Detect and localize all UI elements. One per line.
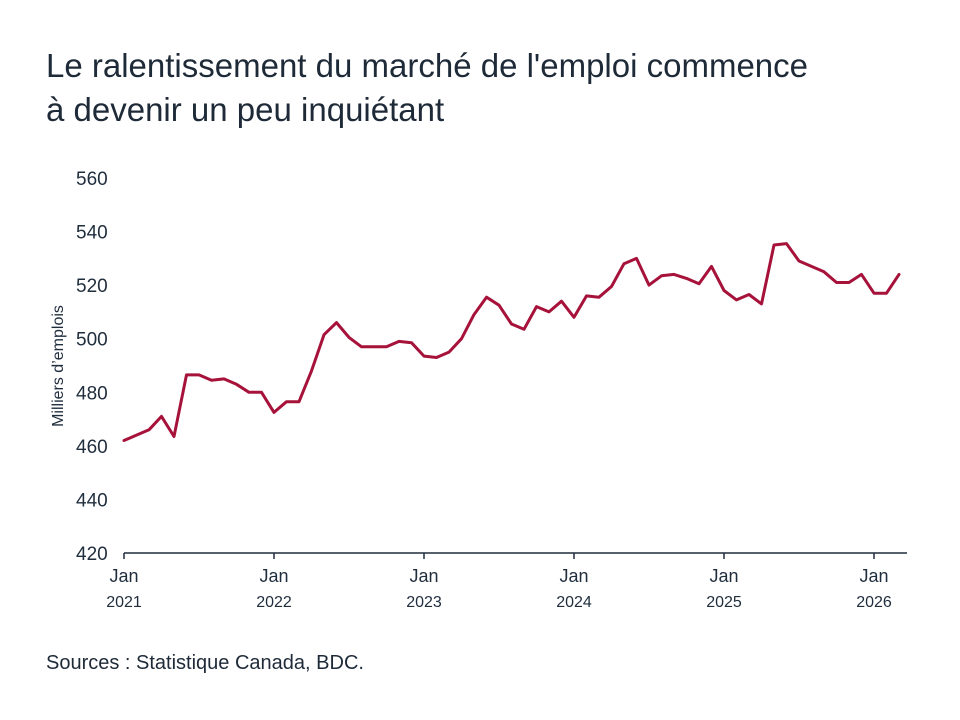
data-point-9 bbox=[235, 382, 239, 386]
data-point-41 bbox=[635, 256, 639, 260]
data-point-59 bbox=[860, 272, 864, 276]
x-tick-year-label-2022: 2022 bbox=[256, 594, 292, 611]
data-point-16 bbox=[322, 333, 326, 337]
data-point-7 bbox=[210, 378, 214, 382]
data-point-60 bbox=[872, 291, 876, 295]
data-point-15 bbox=[310, 369, 314, 373]
x-tick-month-label-2022: Jan bbox=[259, 566, 288, 586]
data-point-6 bbox=[197, 373, 201, 377]
data-point-53 bbox=[785, 242, 789, 246]
x-tick-year-label-2024: 2024 bbox=[556, 594, 592, 611]
x-tick-year-label-2026: 2026 bbox=[856, 594, 892, 611]
x-tick-year-label-2023: 2023 bbox=[406, 594, 442, 611]
data-point-54 bbox=[797, 259, 801, 263]
data-point-56 bbox=[822, 270, 826, 274]
y-tick-label-420: 420 bbox=[76, 544, 108, 565]
source-note: Sources : Statistique Canada, BDC. bbox=[46, 652, 364, 674]
data-point-49 bbox=[735, 298, 739, 302]
y-tick-label-520: 520 bbox=[76, 276, 108, 297]
data-point-37 bbox=[585, 294, 589, 298]
data-point-46 bbox=[697, 282, 701, 286]
data-point-10 bbox=[247, 390, 251, 394]
chart-title-line-2: à devenir un peu inquiétant bbox=[46, 91, 445, 128]
data-point-21 bbox=[385, 345, 389, 349]
data-point-23 bbox=[410, 341, 414, 345]
data-point-29 bbox=[485, 295, 489, 299]
data-point-35 bbox=[560, 299, 564, 303]
data-point-57 bbox=[835, 280, 839, 284]
y-tick-label-440: 440 bbox=[76, 490, 108, 511]
data-point-22 bbox=[397, 339, 401, 343]
data-point-50 bbox=[747, 293, 751, 297]
y-tick-label-500: 500 bbox=[76, 330, 108, 351]
data-point-28 bbox=[472, 313, 476, 317]
data-point-12 bbox=[272, 410, 276, 414]
data-point-62 bbox=[897, 272, 901, 276]
data-point-48 bbox=[722, 289, 726, 293]
chart-title-line-1: Le ralentissement du marché de l'emploi … bbox=[46, 47, 808, 84]
data-point-55 bbox=[810, 264, 814, 268]
data-point-43 bbox=[660, 274, 664, 278]
data-point-61 bbox=[885, 291, 889, 295]
y-tick-label-540: 540 bbox=[76, 223, 108, 244]
data-point-30 bbox=[497, 303, 501, 307]
data-point-27 bbox=[460, 337, 464, 341]
data-point-45 bbox=[685, 276, 689, 280]
data-point-17 bbox=[335, 321, 339, 325]
x-tick-month-label-2021: Jan bbox=[109, 566, 138, 586]
data-point-18 bbox=[347, 335, 351, 339]
data-point-39 bbox=[610, 284, 614, 288]
series-line-emplois bbox=[122, 242, 901, 442]
data-point-33 bbox=[535, 305, 539, 309]
data-point-51 bbox=[760, 302, 764, 306]
data-point-24 bbox=[422, 354, 426, 358]
data-point-32 bbox=[522, 327, 526, 331]
y-tick-label-480: 480 bbox=[76, 383, 108, 404]
x-tick-year-label-2025: 2025 bbox=[706, 594, 742, 611]
data-point-38 bbox=[597, 295, 601, 299]
x-tick-month-label-2023: Jan bbox=[409, 566, 438, 586]
data-point-40 bbox=[622, 262, 626, 266]
data-point-3 bbox=[160, 414, 164, 418]
data-point-19 bbox=[360, 345, 364, 349]
data-point-44 bbox=[672, 272, 676, 276]
x-tick-month-label-2024: Jan bbox=[559, 566, 588, 586]
y-tick-label-560: 560 bbox=[76, 169, 108, 190]
data-point-20 bbox=[372, 345, 376, 349]
data-point-47 bbox=[710, 264, 714, 268]
data-point-4 bbox=[172, 434, 176, 438]
data-point-34 bbox=[547, 310, 551, 314]
y-tick-label-460: 460 bbox=[76, 437, 108, 458]
data-point-11 bbox=[260, 390, 264, 394]
data-point-26 bbox=[447, 350, 451, 354]
x-tick-month-label-2025: Jan bbox=[709, 566, 738, 586]
data-point-31 bbox=[510, 322, 514, 326]
data-point-5 bbox=[185, 373, 189, 377]
data-point-42 bbox=[647, 283, 651, 287]
x-axis: Jan 2021 Jan 2022 Jan 2023 Jan 2024 Jan 2025 Jan 20… bbox=[106, 552, 907, 611]
data-point-52 bbox=[772, 243, 776, 247]
data-point-13 bbox=[285, 400, 289, 404]
y-axis: 420 440 460 480 500 520 540 560 bbox=[76, 169, 108, 565]
chart-title: Le ralentissement du marché de l'emploi … bbox=[46, 44, 926, 132]
x-tick-month-label-2026: Jan bbox=[859, 566, 888, 586]
y-axis-title: Milliers d’emplois bbox=[50, 305, 67, 427]
data-point-25 bbox=[435, 355, 439, 359]
data-point-14 bbox=[297, 400, 301, 404]
data-point-0 bbox=[122, 439, 126, 443]
data-point-1 bbox=[135, 433, 139, 437]
data-point-58 bbox=[847, 280, 851, 284]
x-tick-year-label-2021: 2021 bbox=[106, 594, 142, 611]
data-point-8 bbox=[222, 377, 226, 381]
data-point-36 bbox=[572, 315, 576, 319]
series-group bbox=[122, 242, 901, 443]
data-point-2 bbox=[147, 428, 151, 432]
